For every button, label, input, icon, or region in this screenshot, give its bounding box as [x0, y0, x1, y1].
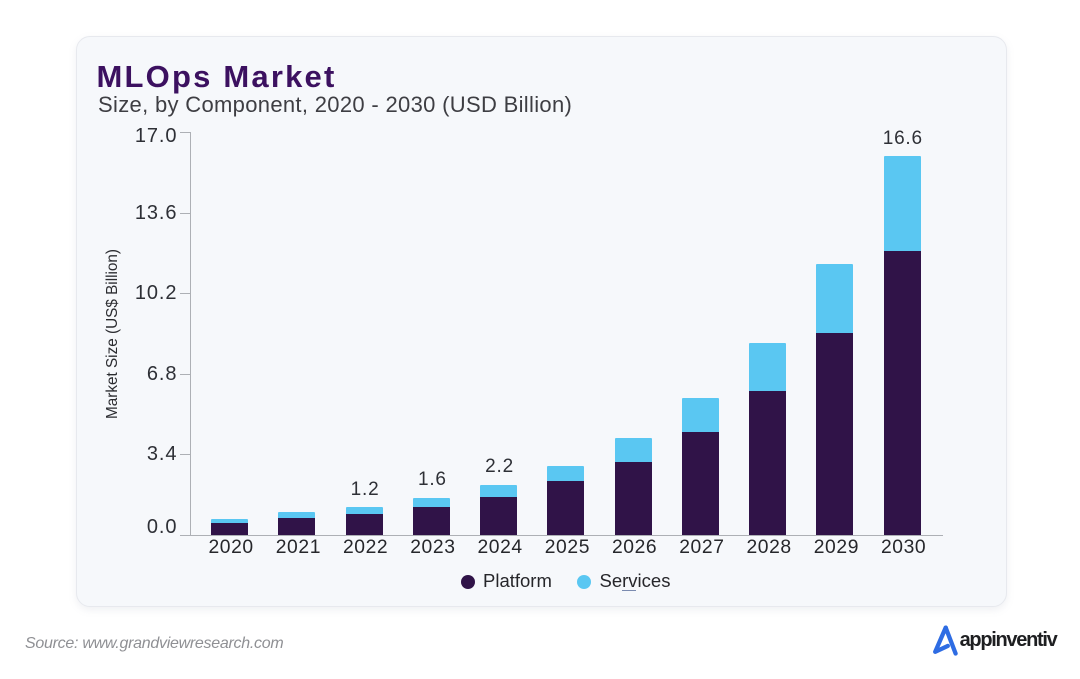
svg-text:appinventiv: appinventiv	[960, 629, 1059, 651]
